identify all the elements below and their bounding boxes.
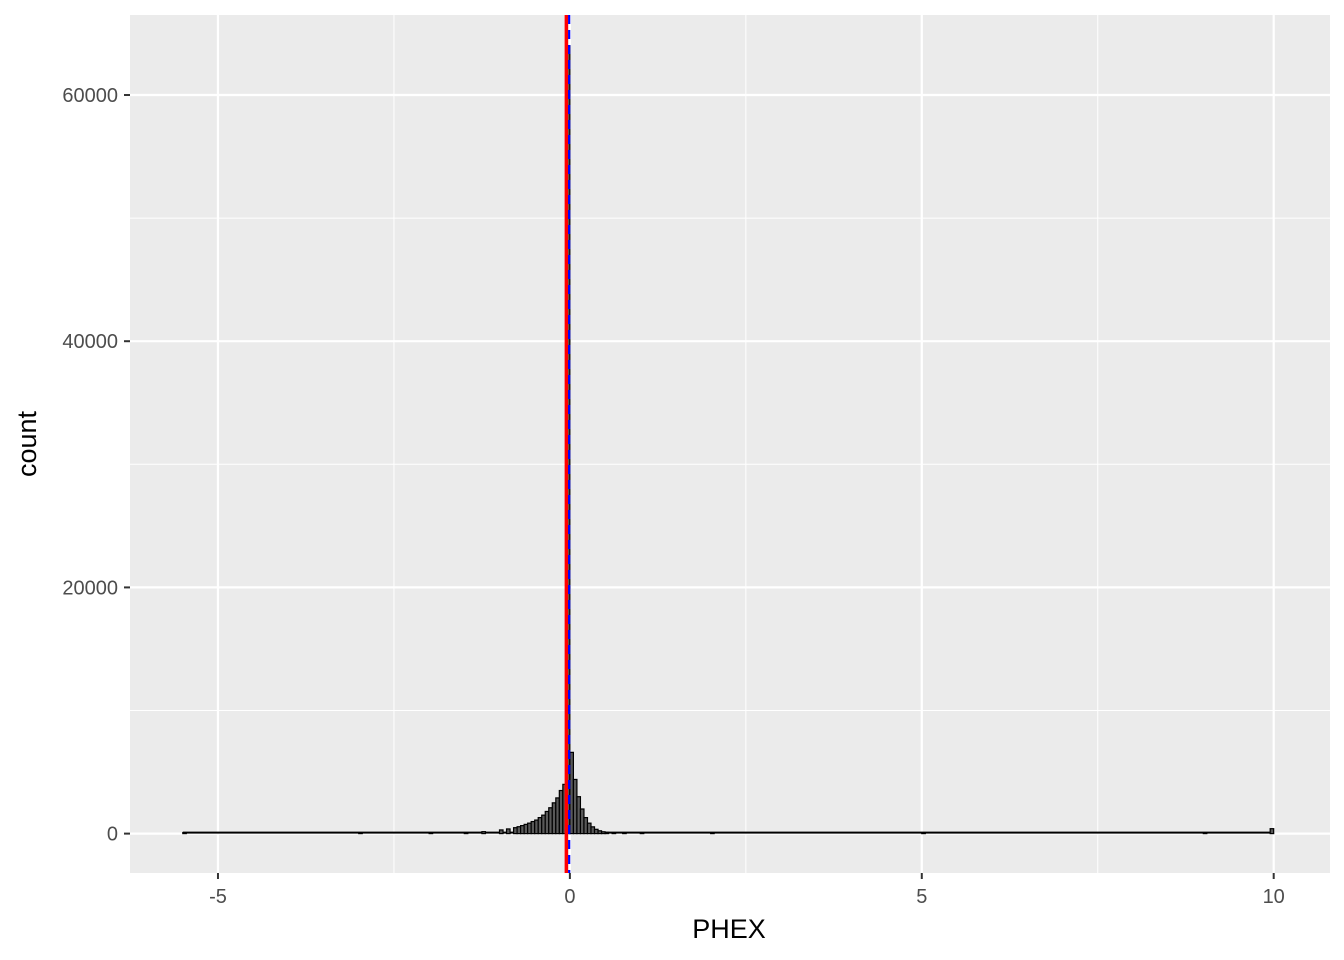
- histogram-bar: [622, 832, 627, 835]
- minor-gridlines: [130, 15, 1330, 873]
- x-tick-label: 0: [564, 886, 575, 908]
- x-axis-title: PHEX: [692, 914, 766, 944]
- histogram-bar: [428, 832, 434, 835]
- histogram-bar: [1269, 828, 1275, 835]
- y-tick-label: 40000: [62, 331, 118, 353]
- y-tick-label: 20000: [62, 577, 118, 599]
- y-tick-label: 60000: [62, 85, 118, 107]
- histogram-bar: [481, 831, 487, 835]
- y-axis-title: count: [12, 410, 42, 477]
- x-tick-label: 10: [1263, 886, 1285, 908]
- histogram-bar: [639, 832, 645, 835]
- x-axis-ticks: -5 0 5 10: [209, 873, 1285, 908]
- histogram-bar: [358, 832, 363, 835]
- reference-lines: [564, 15, 571, 873]
- y-axis-ticks: 0 20000 40000 60000: [62, 85, 130, 846]
- histogram-bar: [710, 832, 715, 835]
- x-tick-label: -5: [209, 886, 227, 908]
- x-tick-label: 5: [916, 886, 927, 908]
- histogram-bar: [604, 831, 610, 835]
- histogram-bar: [921, 832, 926, 835]
- histogram-bar: [505, 828, 511, 835]
- histogram-bar: [611, 832, 617, 835]
- plot-panel: [130, 15, 1330, 873]
- histogram-bar: [1202, 832, 1208, 835]
- histogram-bar: [498, 829, 504, 835]
- histogram-bar: [182, 832, 187, 835]
- y-tick-label: 0: [107, 824, 118, 846]
- histogram-baseline: [182, 831, 1274, 834]
- histogram-bar: [463, 832, 469, 835]
